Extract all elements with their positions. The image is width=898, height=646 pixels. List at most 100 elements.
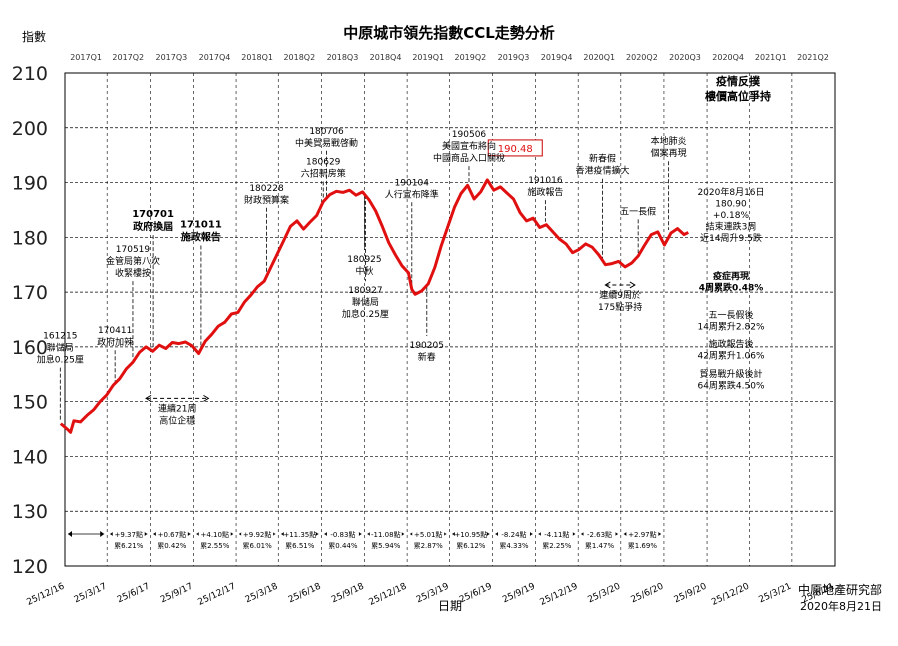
annotation-text: 14周累升2.82% <box>697 321 764 332</box>
x-tick-label: 25/6/18 <box>287 582 323 606</box>
quarter-change-bg <box>583 528 616 540</box>
x-tick-label: 25/3/21 <box>757 582 793 606</box>
event-label-text: 中秋 <box>355 265 373 277</box>
y-tick-label: 210 <box>12 63 48 85</box>
peak-label-box <box>487 139 543 157</box>
quarter-change-percent: 累6.12% <box>456 542 486 550</box>
quarter-change-points: +4.10點 <box>201 530 229 539</box>
y-axis-ticks: 120 130 140 150 160 170 180 190 200 210 <box>12 63 48 578</box>
range-arrow <box>604 281 611 289</box>
event-labels: 161215聯儲局加息0.25厘170411政府加辣170519金管局第八次收緊… <box>37 74 771 366</box>
plot-frame <box>64 72 836 567</box>
event-label-text: 金管局第八次 <box>106 255 160 267</box>
y-tick-label: 150 <box>12 392 48 414</box>
annotation-text: 貿易戰升級後計 <box>699 368 762 380</box>
quarter-change-points: -4.11點 <box>544 530 569 539</box>
annotation-blocks: 2020年8月16日 180.90+0.18%結束連跌3周近14周升9.5跌疫症再… <box>697 186 765 391</box>
quarter-label: 2020Q3 <box>669 53 701 62</box>
quarter-change-bg <box>369 528 402 540</box>
quarter-label: 2018Q2 <box>283 53 315 62</box>
event-label-text: 聯儲局 <box>47 342 74 354</box>
quarter-change-points: +9.37點 <box>115 530 143 539</box>
event-label-text: 本地肺炎 <box>651 135 687 147</box>
quarter-change-bg <box>412 528 445 540</box>
annotation-text: 施政報告後 <box>708 338 753 350</box>
chart-title: 中原城市領先指數CCL走勢分析 <box>343 24 555 42</box>
y-tick-label: 160 <box>12 337 48 359</box>
event-label-text: 收緊樓按 <box>115 267 151 279</box>
range-label: 175點爭持 <box>598 301 642 313</box>
quarter-change-points: -2.63點 <box>587 530 612 539</box>
series-layer: 190.48 <box>59 139 689 434</box>
quarter-label: 2019Q1 <box>412 53 444 62</box>
range-arrow <box>629 281 636 289</box>
x-tick-label: 25/6/20 <box>630 582 666 606</box>
quarter-change-percent: 累6.01% <box>243 542 273 550</box>
quarter-change-points: +9.92點 <box>243 530 271 539</box>
quarter-change-percent: 累2.87% <box>414 542 444 550</box>
x-tick-label: 25/9/17 <box>159 582 195 606</box>
y-tick-label: 140 <box>12 446 48 468</box>
quarter-label: 2017Q3 <box>156 53 188 62</box>
event-label-text: 中國商品入口關稅 <box>433 152 505 164</box>
event-label-text: 香港疫情擴大 <box>576 165 630 177</box>
y-tick-label: 120 <box>12 556 48 578</box>
x-tick-label: 25/3/18 <box>244 582 280 606</box>
annotation-text: 4周累跌0.48% <box>699 281 764 293</box>
quarter-label: 2019Q2 <box>455 53 487 62</box>
quarter-change-bg <box>283 528 316 540</box>
chart-grid <box>65 73 835 566</box>
range-arrow <box>145 394 152 402</box>
annotation-text: 2020年8月16日 <box>697 186 764 198</box>
event-label-text: 人行宣布降準 <box>385 188 439 200</box>
quarter-label: 2020Q2 <box>626 53 658 62</box>
quarter-label: 2017Q1 <box>70 53 102 62</box>
quarter-label: 2019Q3 <box>498 53 530 62</box>
quarter-change-bg <box>198 528 231 540</box>
quarter-label: 2021Q2 <box>797 53 829 62</box>
quarter-label: 2017Q2 <box>112 53 144 62</box>
event-label-text: 170519 <box>116 245 151 255</box>
quarter-change-bg <box>241 528 274 540</box>
event-label-text: 170701 <box>132 209 174 220</box>
x-tick-label: 25/3/17 <box>73 582 109 606</box>
quarter-label: 2017Q4 <box>199 53 231 62</box>
x-axis-ticks: 25/12/16 25/3/17 25/6/17 25/9/17 25/12/17 25/… <box>25 582 836 608</box>
y-tick-label: 200 <box>12 118 48 140</box>
range-arrow <box>203 394 210 402</box>
quarter-change-points: +0.67點 <box>158 530 186 539</box>
quarter-label: 2018Q1 <box>241 53 273 62</box>
quarter-label: 2020Q4 <box>712 53 744 62</box>
x-tick-label: 25/9/20 <box>673 582 709 606</box>
quarter-change-bg <box>326 528 359 540</box>
y-axis-label: 指數 <box>22 29 46 44</box>
event-label-text: 171011 <box>180 219 222 230</box>
quarter-change-percent: 累6.21% <box>114 542 144 550</box>
quarter-change-percent: 累4.33% <box>499 542 529 550</box>
event-label-text: 180629 <box>306 157 341 167</box>
event-label-text: 中美貿易戰啓動 <box>295 137 358 149</box>
quarter-change-bg <box>454 528 487 540</box>
quarter-change-percent: 累1.69% <box>628 542 658 550</box>
x-axis-label: 日期 <box>438 599 462 613</box>
event-label-text: 190506 <box>452 130 487 140</box>
event-label-text: 施政報告 <box>181 230 221 243</box>
event-label-text: 個案再現 <box>651 147 687 159</box>
event-label-text: 聯儲局 <box>352 296 379 308</box>
range-label: 高位企穩 <box>159 414 195 426</box>
event-label-text: 180706 <box>309 127 344 137</box>
event-label-text: 政府加辣 <box>97 336 133 348</box>
quarter-change-points: +2.97點 <box>628 530 656 539</box>
event-label-text: 190104 <box>395 178 430 188</box>
event-label-text: 新春假 <box>589 153 616 165</box>
quarter-label: 2018Q4 <box>370 53 402 62</box>
event-label-text: 161215 <box>43 332 77 342</box>
event-leader-lines <box>59 150 670 421</box>
quarter-label: 2018Q3 <box>327 53 359 62</box>
event-label-text: 施政報告 <box>527 186 563 198</box>
annotation-text: 180.90 <box>715 200 747 210</box>
y-tick-label: 170 <box>12 282 48 304</box>
quarter-change-percent: 累0.42% <box>157 542 187 550</box>
